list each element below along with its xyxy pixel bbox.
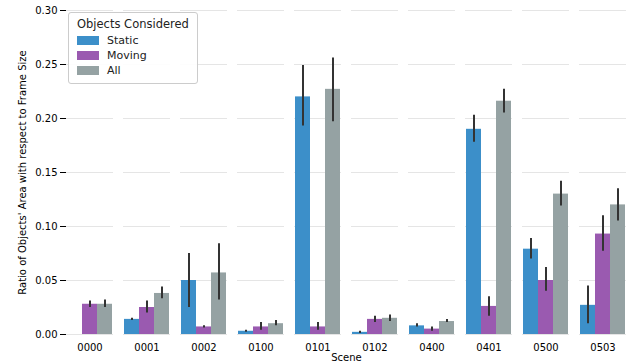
svg-text:0102: 0102 bbox=[362, 342, 387, 353]
svg-text:0.30: 0.30 bbox=[35, 5, 57, 16]
html-text:All: All bbox=[107, 64, 121, 77]
svg-text:0.00: 0.00 bbox=[35, 329, 57, 340]
svg-text:0400: 0400 bbox=[419, 342, 444, 353]
svg-text:0.20: 0.20 bbox=[35, 113, 57, 124]
svg-text:0500: 0500 bbox=[533, 342, 558, 353]
svg-text:0.10: 0.10 bbox=[35, 221, 57, 232]
svg-text:0001: 0001 bbox=[134, 342, 159, 353]
svg-text:0100: 0100 bbox=[248, 342, 273, 353]
html-text:Moving: Moving bbox=[107, 49, 147, 62]
html-text:Static: Static bbox=[107, 34, 139, 47]
svg-text:0000: 0000 bbox=[77, 342, 102, 353]
svg-text:0.15: 0.15 bbox=[35, 167, 57, 178]
svg-text:0.25: 0.25 bbox=[35, 59, 57, 70]
svg-text:Scene: Scene bbox=[331, 352, 362, 363]
svg-text:0503: 0503 bbox=[590, 342, 615, 353]
svg-text:0002: 0002 bbox=[191, 342, 216, 353]
svg-text:Ratio of Objects' Area with re: Ratio of Objects' Area with respect to F… bbox=[17, 50, 28, 294]
html-text:Objects Considered: Objects Considered bbox=[77, 17, 189, 31]
svg-text:0401: 0401 bbox=[476, 342, 501, 353]
svg-text:0.05: 0.05 bbox=[35, 275, 57, 286]
svg-text:0101: 0101 bbox=[305, 342, 330, 353]
